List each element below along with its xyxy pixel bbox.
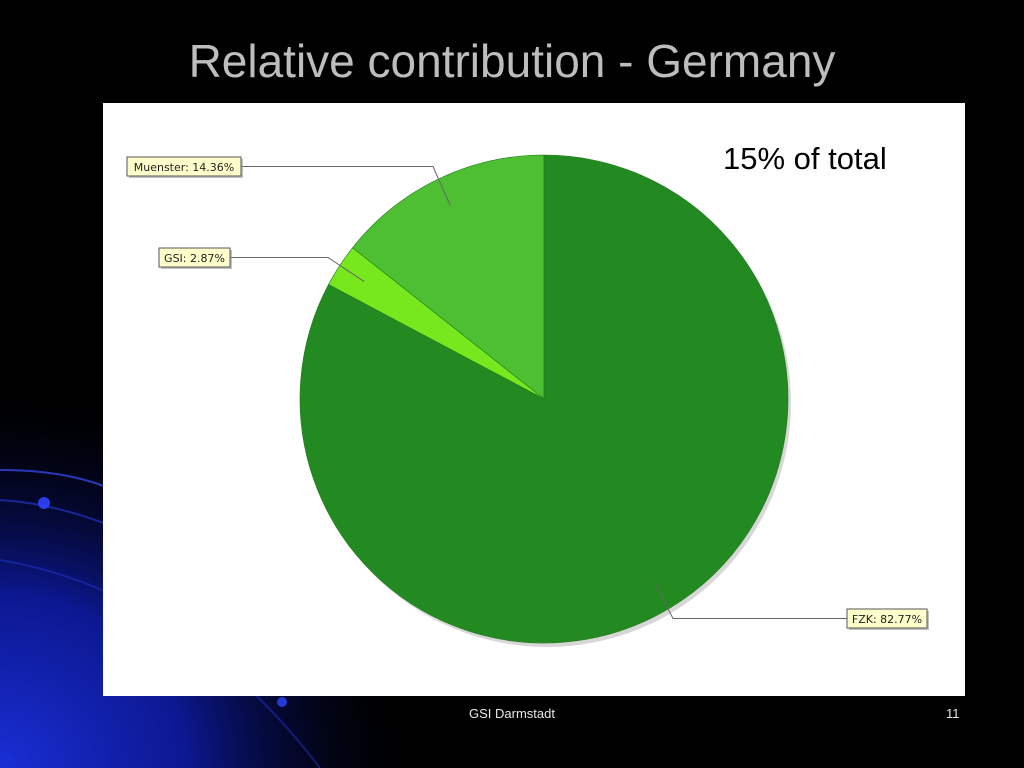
chart-panel: Muenster: 14.36% GSI: 2.87% FZK: 82.77% 15… <box>103 103 965 696</box>
leader-line-gsi <box>230 257 365 283</box>
pie-chart: Muenster: 14.36% GSI: 2.87% FZK: 82.77% <box>126 154 929 647</box>
slice-label-gsi: GSI: 2.87% <box>164 252 225 265</box>
slice-label-muenster: Muenster: 14.36% <box>134 161 235 174</box>
leader-line-muenster <box>241 166 451 207</box>
pie-slice-muenster <box>352 154 545 400</box>
slide-title: Relative contribution - Germany <box>188 35 836 87</box>
pie-slice-fzk <box>299 154 789 644</box>
label-box-muenster <box>126 156 242 177</box>
label-box-fzk <box>846 608 928 629</box>
page-number: 11 <box>946 706 960 721</box>
total-share-note: 15% of total <box>723 141 887 176</box>
slice-label-fzk: FZK: 82.77% <box>852 613 922 626</box>
leader-line-fzk <box>654 582 847 619</box>
footer-text: GSI Darmstadt <box>469 706 555 721</box>
label-box-gsi <box>158 247 231 268</box>
